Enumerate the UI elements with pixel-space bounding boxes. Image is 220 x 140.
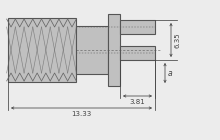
Bar (120, 20, 155, 34)
Text: a: a (168, 68, 173, 78)
Bar (8, 18, 76, 82)
Text: 6.35: 6.35 (175, 32, 181, 48)
Text: 3.81: 3.81 (130, 99, 145, 105)
Bar (108, 14, 120, 86)
Bar (120, 46, 155, 60)
Bar (76, 26, 108, 74)
Text: 13.33: 13.33 (71, 111, 92, 117)
